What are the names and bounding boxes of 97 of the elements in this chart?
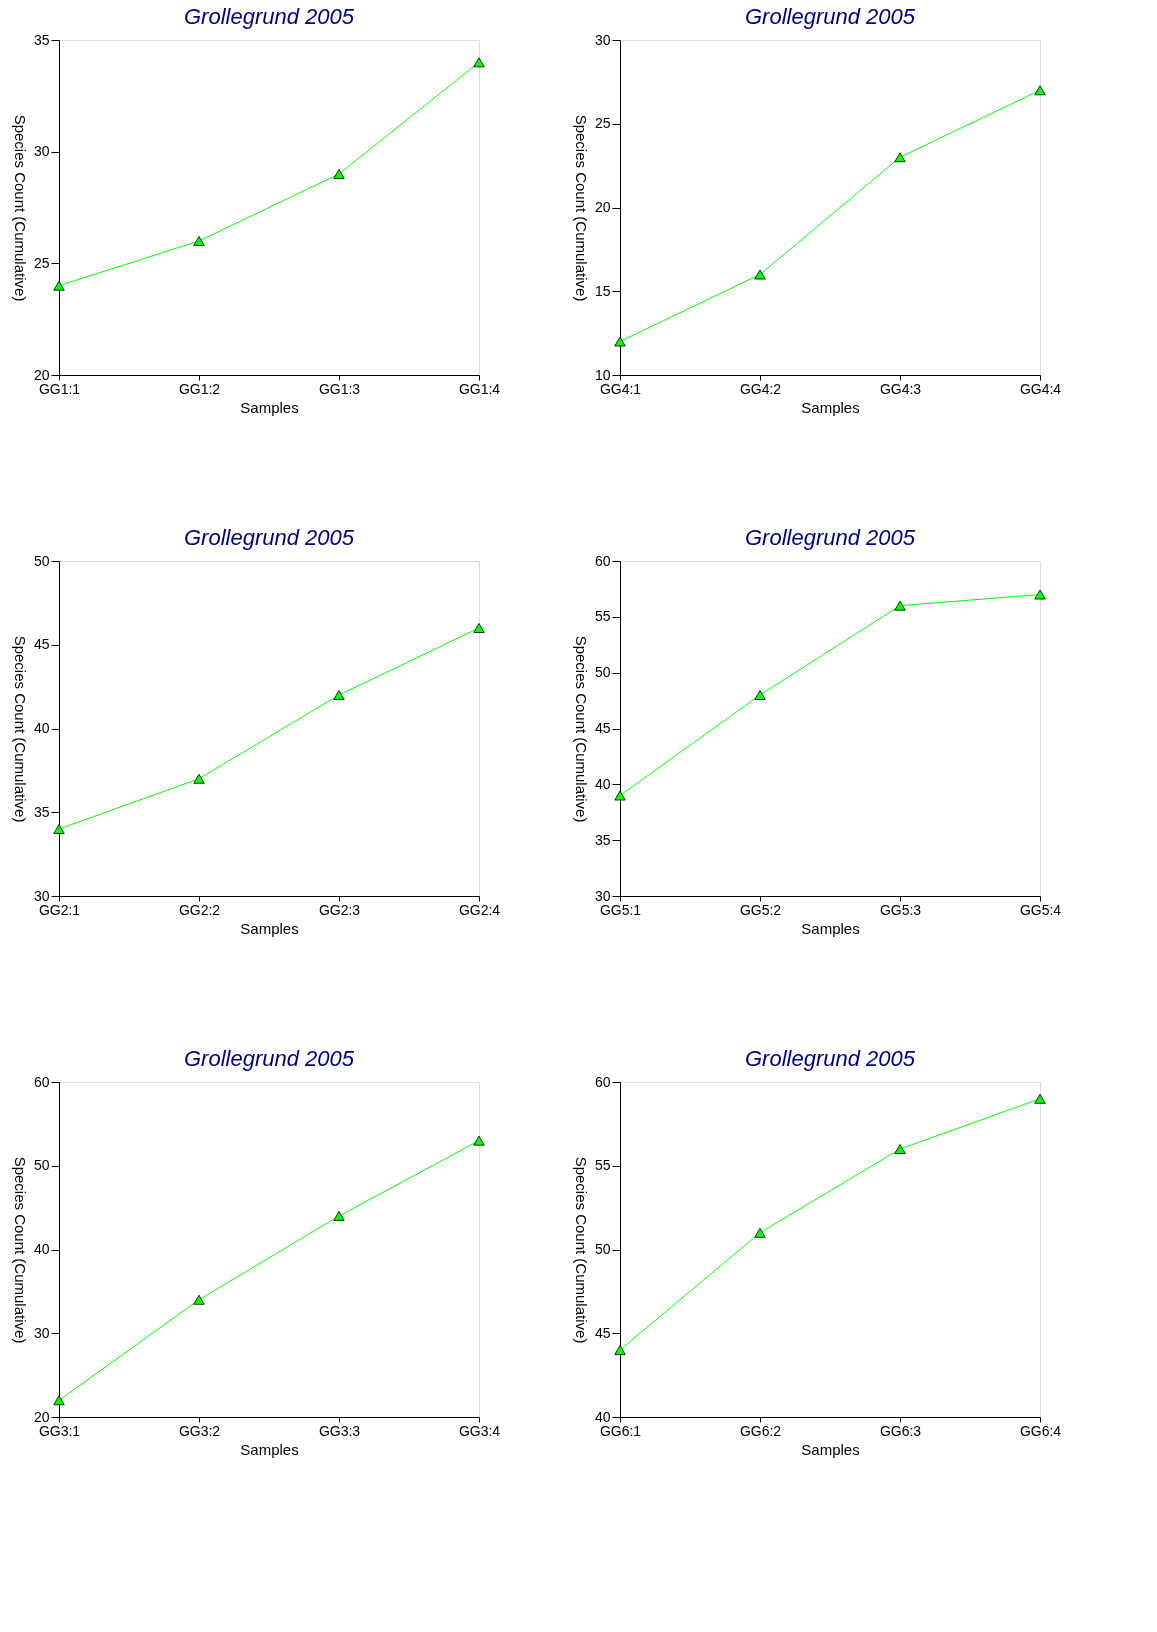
- y-tick-label: 30: [33, 1324, 50, 1341]
- y-tick-label: 50: [594, 664, 611, 681]
- point: [53, 1395, 65, 1406]
- y-tick-label: 20: [33, 1408, 50, 1425]
- y-tick-label: 60: [594, 1073, 611, 1090]
- point: [53, 280, 65, 291]
- y-tick-label: 20: [594, 199, 611, 215]
- point: [754, 690, 766, 700]
- y-tick-label: 60: [33, 1073, 50, 1090]
- y-tick-label: 40: [594, 775, 611, 792]
- y-tick-label: 35: [33, 31, 50, 48]
- y-tick-label: 50: [594, 1241, 611, 1257]
- point: [473, 623, 485, 633]
- point: [193, 1294, 205, 1305]
- y-tick-label: 30: [33, 143, 50, 160]
- y-tick-label: 30: [594, 887, 611, 904]
- y-tick-label: 50: [33, 552, 50, 569]
- x-tick-label: GG1:1: [38, 380, 81, 397]
- x-tick-label: GG1:4: [458, 380, 501, 397]
- point: [894, 600, 906, 611]
- y-tick-label: 35: [594, 831, 611, 848]
- y-tick-label: 30: [33, 887, 50, 904]
- point: [1034, 589, 1046, 600]
- x-tick-label: GG2:2: [178, 901, 221, 918]
- y-tick-label: 40: [594, 1408, 611, 1425]
- y-tick-label: 40: [33, 720, 50, 736]
- y-axis-title: Species Count (Cumulative): [572, 1156, 590, 1344]
- x-tick-label: GG2:4: [458, 901, 501, 918]
- x-tick-label: GG3:3: [318, 1422, 361, 1439]
- y-tick-label: 45: [33, 636, 50, 653]
- point: [473, 57, 485, 68]
- y-axis-title: Species Count (Cumulative): [11, 114, 29, 302]
- x-tick-label: GG3:2: [178, 1422, 221, 1439]
- y-tick-label: 25: [594, 115, 611, 132]
- y-tick-label: 35: [33, 803, 50, 820]
- x-tick-label: GG4:2: [739, 380, 782, 397]
- x-axis-title: Samples: [801, 919, 860, 937]
- point: [193, 236, 205, 246]
- x-tick-label: GG4:3: [879, 380, 922, 397]
- y-axis-title: Species Count (Cumulative): [11, 635, 29, 823]
- x-tick-label: GG2:3: [318, 901, 361, 918]
- x-tick-label: GG6:2: [739, 1422, 782, 1439]
- point: [333, 169, 345, 179]
- x-tick-label: GG2:1: [38, 901, 81, 918]
- x-tick-label: GG5:1: [599, 901, 642, 918]
- x-tick-label: GG3:1: [38, 1422, 81, 1439]
- chart-title: Grollegrund 2005: [183, 4, 355, 29]
- y-tick-label: 15: [594, 282, 611, 299]
- x-axis-title: Samples: [801, 1440, 860, 1458]
- y-axis-title: Species Count (Cumulative): [11, 1156, 29, 1344]
- x-tick-label: GG5:4: [1019, 901, 1062, 918]
- chart-title: Grollegrund 2005: [744, 4, 916, 29]
- point: [333, 690, 345, 700]
- y-tick-label: 55: [594, 608, 611, 625]
- chart-title: Grollegrund 2005: [183, 525, 355, 550]
- y-tick-label: 45: [594, 720, 611, 736]
- point: [1034, 85, 1046, 96]
- point: [1034, 1093, 1046, 1104]
- point: [614, 1345, 626, 1355]
- y-tick-label: 60: [594, 552, 611, 569]
- y-tick-label: 20: [33, 366, 50, 383]
- x-axis-title: Samples: [240, 398, 299, 416]
- x-tick-label: GG1:2: [178, 380, 221, 397]
- x-tick-label: GG5:3: [879, 901, 922, 918]
- point: [333, 1211, 345, 1221]
- y-axis-title: Species Count (Cumulative): [572, 635, 590, 823]
- x-tick-label: GG4:4: [1019, 380, 1062, 397]
- x-tick-label: GG5:2: [739, 901, 782, 918]
- x-axis-title: Samples: [240, 919, 299, 937]
- x-tick-label: GG1:3: [318, 380, 361, 397]
- x-axis-title: Samples: [240, 1440, 299, 1458]
- chart-title: Grollegrund 2005: [744, 525, 916, 550]
- point: [894, 152, 906, 163]
- y-tick-label: 30: [594, 31, 611, 48]
- chart-title: Grollegrund 2005: [744, 1046, 916, 1071]
- point: [754, 1227, 766, 1238]
- y-tick-label: 45: [594, 1324, 611, 1341]
- x-tick-label: GG6:3: [879, 1422, 922, 1439]
- y-tick-label: 50: [33, 1157, 50, 1174]
- x-axis-title: Samples: [801, 398, 860, 416]
- y-tick-label: 25: [33, 254, 50, 271]
- point: [53, 824, 65, 834]
- x-tick-label: GG4:1: [599, 380, 642, 397]
- point: [614, 336, 626, 347]
- point: [193, 773, 205, 784]
- x-tick-label: GG6:1: [599, 1422, 642, 1439]
- point: [894, 1144, 906, 1154]
- y-tick-label: 55: [594, 1157, 611, 1174]
- point: [754, 269, 766, 280]
- y-axis-title: Species Count (Cumulative): [572, 114, 590, 302]
- y-tick-label: 40: [33, 1241, 50, 1257]
- x-tick-label: GG3:4: [458, 1422, 501, 1439]
- x-tick-label: GG6:4: [1019, 1422, 1062, 1439]
- y-tick-label: 10: [594, 366, 611, 383]
- point: [473, 1135, 485, 1146]
- point: [614, 790, 626, 801]
- chart-title: Grollegrund 2005: [183, 1046, 355, 1071]
